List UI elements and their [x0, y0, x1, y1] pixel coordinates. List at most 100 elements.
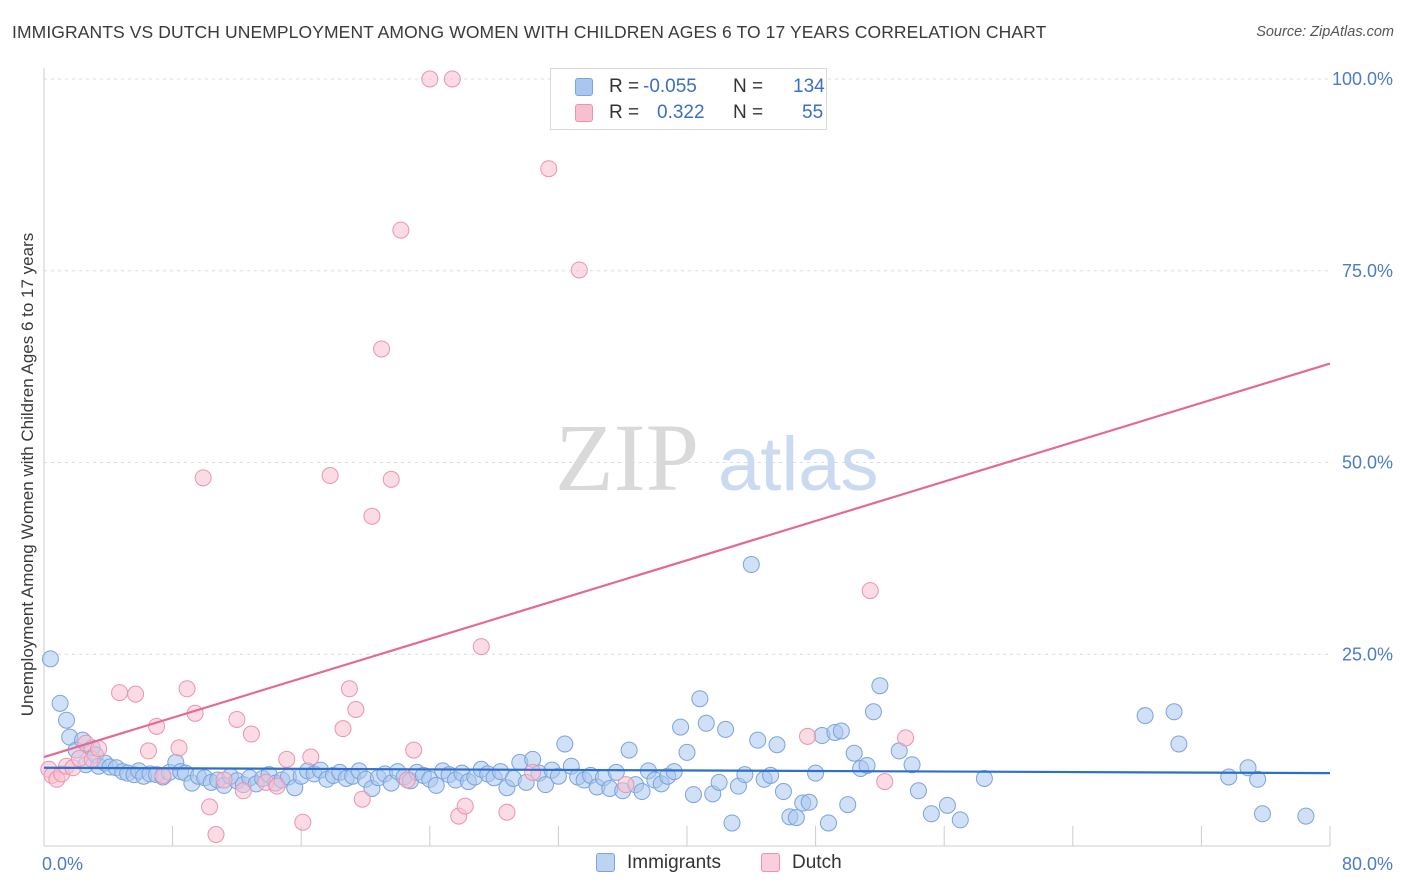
- n-value: 55: [802, 102, 824, 123]
- dutch-point: [228, 710, 246, 728]
- dutch-point: [242, 725, 260, 743]
- immigrants-point: [871, 677, 889, 695]
- n-value: 134: [793, 76, 825, 97]
- immigrants-point: [717, 720, 735, 738]
- dutch-point: [876, 773, 894, 791]
- dutch-point: [194, 469, 212, 487]
- dutch-point: [456, 797, 474, 815]
- y-tick-label: 75.0%: [1342, 261, 1393, 281]
- dutch-point: [268, 777, 286, 795]
- dutch-trend-line: [43, 362, 1331, 759]
- dutch-point: [570, 261, 588, 279]
- immigrants-point: [697, 714, 715, 732]
- dutch-point: [382, 470, 400, 488]
- dutch-point: [278, 750, 296, 768]
- dutch-point: [111, 684, 129, 702]
- immigrants-point: [620, 741, 638, 759]
- dutch-point: [294, 813, 312, 831]
- immigrants-point: [858, 756, 876, 774]
- immigrants-point: [845, 744, 863, 762]
- immigrants-point: [832, 722, 850, 740]
- legend-label: Immigrants: [627, 852, 721, 873]
- immigrants-swatch: [596, 853, 615, 872]
- immigrants-point: [768, 736, 786, 754]
- dutch-point: [498, 803, 516, 821]
- r-value: -0.055: [643, 76, 697, 97]
- n-label: N =: [733, 76, 764, 97]
- axes-layer: [43, 68, 1331, 847]
- immigrants-point: [787, 809, 805, 827]
- dutch-point: [421, 70, 439, 88]
- legend-label: Dutch: [792, 852, 842, 873]
- immigrants-point: [665, 763, 683, 781]
- immigrants-point: [58, 711, 76, 729]
- dutch-point: [334, 720, 352, 738]
- dutch-swatch: [761, 853, 780, 872]
- immigrants-point: [51, 694, 69, 712]
- watermark-zip: ZIP: [555, 404, 699, 511]
- immigrants-point: [1165, 703, 1183, 721]
- watermark-atlas: atlas: [718, 422, 879, 507]
- immigrants-point: [938, 796, 956, 814]
- immigrants-point: [41, 650, 59, 668]
- source-label: Source: ZipAtlas.com: [1256, 24, 1394, 40]
- immigrants-point: [1249, 770, 1267, 788]
- dutch-point: [398, 771, 416, 789]
- immigrants-point: [1136, 707, 1154, 725]
- immigrants-swatch: [575, 78, 593, 96]
- dutch-point: [321, 467, 339, 485]
- immigrants-point: [710, 773, 728, 791]
- immigrants-trend-line: [43, 766, 1331, 775]
- immigrants-point: [864, 703, 882, 721]
- dutch-swatch: [575, 104, 593, 122]
- dutch-point: [139, 742, 157, 760]
- dutch-point: [472, 638, 490, 656]
- dutch-point: [154, 766, 172, 784]
- labels-layer: 25.0% 50.0% 75.0% 100.0% 0.0% 80.0% Unemployme…: [18, 69, 1393, 874]
- immigrants-point: [742, 556, 760, 574]
- dutch-point: [799, 727, 817, 745]
- x-tick-label: 80.0%: [1342, 854, 1393, 874]
- immigrants-point: [537, 776, 555, 794]
- dutch-point: [340, 680, 358, 698]
- immigrants-point: [549, 767, 567, 785]
- dutch-point: [405, 741, 423, 759]
- immigrants-point: [723, 814, 741, 832]
- dutch-point: [617, 776, 635, 794]
- dutch-point: [897, 729, 915, 747]
- dutch-point: [170, 739, 188, 757]
- dutch-point: [178, 680, 196, 698]
- immigrants-point: [951, 811, 969, 829]
- immigrants-point: [427, 776, 445, 794]
- grid-layer: [44, 78, 1330, 655]
- r-label: R =: [609, 102, 640, 123]
- dutch-point: [443, 70, 461, 88]
- dutch-point: [363, 507, 381, 525]
- immigrants-point: [736, 766, 754, 784]
- immigrants-point: [819, 814, 837, 832]
- r-value: 0.322: [657, 102, 705, 123]
- y-tick-label: 100.0%: [1332, 69, 1393, 89]
- immigrants-point: [800, 793, 818, 811]
- r-label: R =: [609, 76, 640, 97]
- correlation-legend: R = -0.055 N = 134 R = 0.322 N = 55: [550, 68, 827, 130]
- immigrants-point: [1170, 735, 1188, 753]
- dutch-point: [201, 798, 219, 816]
- dutch-point: [127, 685, 145, 703]
- dutch-point: [392, 221, 410, 239]
- immigrants-point: [749, 731, 767, 749]
- dutch-point: [353, 790, 371, 808]
- x-tick-label: 0.0%: [42, 854, 83, 874]
- y-axis-title: Unemployment Among Women with Children A…: [18, 233, 37, 717]
- immigrants-point: [1220, 768, 1238, 786]
- dutch-point: [347, 700, 365, 718]
- immigrants-point: [839, 796, 857, 814]
- immigrants-point: [1297, 807, 1315, 825]
- immigrants-point: [774, 783, 792, 801]
- dutch-point: [524, 763, 542, 781]
- dutch-point: [234, 782, 252, 800]
- points-layer: [40, 70, 1315, 843]
- immigrants-point: [807, 764, 825, 782]
- y-tick-label: 50.0%: [1342, 453, 1393, 473]
